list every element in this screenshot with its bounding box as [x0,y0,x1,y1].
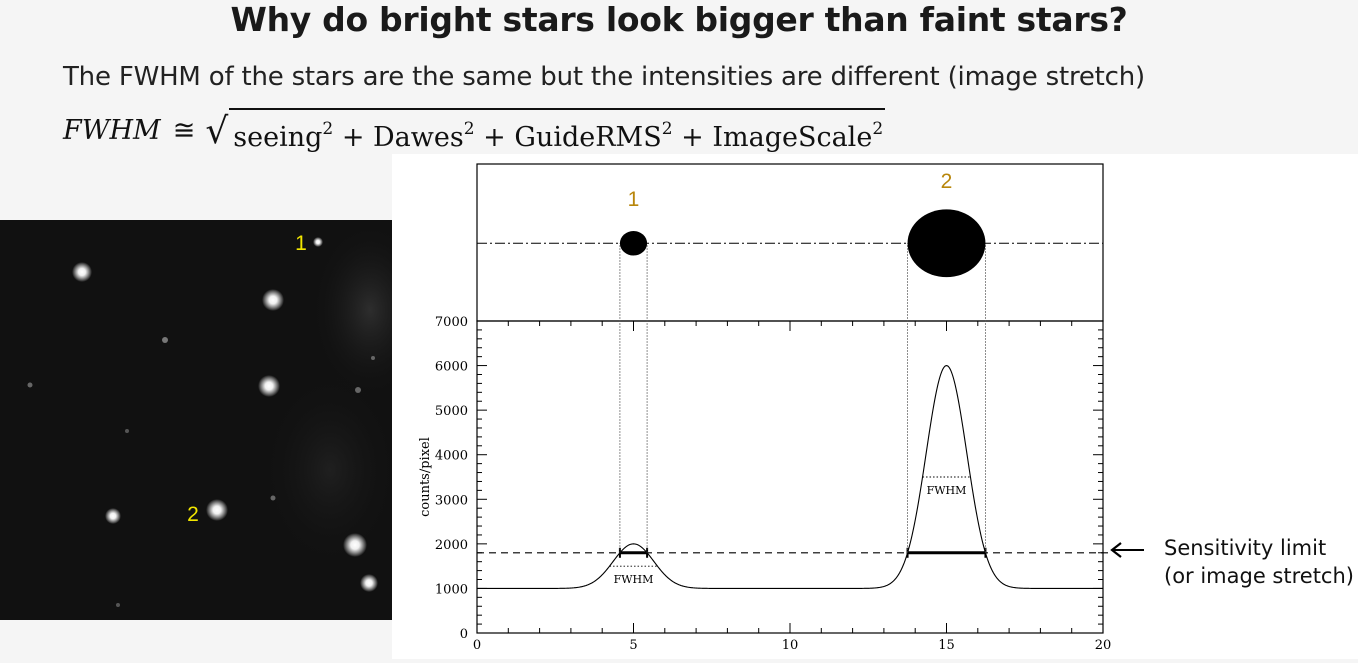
x-tick-label: 5 [629,638,637,653]
y-tick-label: 1000 [435,582,468,597]
y-tick-label: 7000 [435,315,468,330]
intensity-profile-line [477,365,1103,589]
intensity-profile-chart: 0 1000 2000 3000 4000 5000 6000 7000 0 5 10 15 20 cou… [418,163,1112,653]
star [355,387,361,393]
formula-lhs: FWHM [63,114,161,146]
star-disk [619,231,648,256]
fwhm-label: FWHM [927,484,967,497]
star [27,382,33,388]
square-root-icon: √ [205,111,229,152]
x-tick-label: 10 [782,638,799,653]
x-tick-label: 15 [938,638,955,653]
star-label: 1 [628,188,640,211]
formula-term-imagescale: ImageScale [712,121,873,153]
formula-relation: ≅ [172,114,196,146]
star [206,499,228,521]
star-disk [907,209,986,278]
star [162,337,168,343]
star-field-photo: 1 2 [0,220,430,620]
star [360,574,378,592]
chart-container: 0 1000 2000 3000 4000 5000 6000 7000 0 5 10 15 20 cou… [392,154,1358,659]
formula-exponent: 2 [872,118,884,139]
formula-term-guiderms: GuideRMS [514,121,662,153]
x-tick-label: 20 [1095,638,1112,653]
left-arrow-icon [1110,542,1144,558]
star [270,495,276,501]
y-tick-label: 5000 [435,404,468,419]
fwhm-formula: FWHM ≅ √ seeing2 + Dawes2 + GuideRMS2 + … [63,106,886,154]
star-label: 2 [941,170,953,193]
y-tick-label: 6000 [435,360,468,375]
star-panel-frame [476,163,1104,322]
y-tick-label: 4000 [435,449,468,464]
slide-subtitle: The FWHM of the stars are the same but t… [63,62,1145,92]
star [371,356,375,360]
y-tick-label: 0 [460,627,468,642]
x-tick-label: 0 [473,638,481,653]
formula-operator: + [341,121,365,153]
formula-exponent: 2 [463,118,475,139]
formula-term-seeing: seeing [233,121,323,153]
star [105,508,121,524]
formula-exponent: 2 [322,118,334,139]
star [125,429,129,433]
formula-radicand: seeing2 + Dawes2 + GuideRMS2 + ImageScal… [229,107,886,153]
star [116,603,120,607]
y-tick-label: 2000 [435,538,468,553]
formula-operator: + [483,121,506,153]
sensitivity-annotation: Sensitivity limit (or image stretch) [1164,534,1354,590]
formula-exponent: 2 [661,118,673,139]
star [343,533,367,557]
y-tick-label: 3000 [435,493,468,508]
annotation-line-1: Sensitivity limit [1164,536,1327,560]
y-axis-label: counts/pixel [418,437,433,517]
annotation-line-2: (or image stretch) [1164,564,1354,588]
star [258,375,280,397]
star [262,289,284,311]
star [72,262,92,282]
slide-title: Why do bright stars look bigger than fai… [230,0,1128,39]
photo-label-1: 1 [295,232,307,255]
formula-term-dawes: Dawes [373,121,464,153]
star-field-image: 1 2 [0,220,430,620]
formula-operator: + [681,121,704,153]
fwhm-label: FWHM [614,573,654,586]
photo-label-2: 2 [187,503,199,526]
star [313,237,323,247]
